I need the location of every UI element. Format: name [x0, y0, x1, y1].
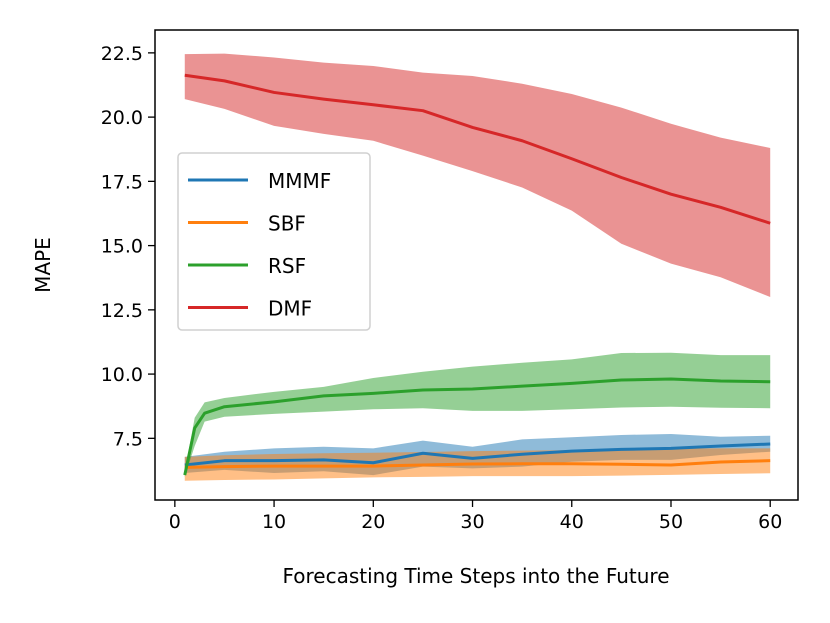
- plot-frame: [154, 29, 799, 501]
- x-tick-label: 40: [560, 511, 584, 533]
- x-tick-label: 0: [169, 511, 181, 533]
- legend-label-rsf: RSF: [268, 254, 306, 278]
- y-axis: 7.5 10.0 12.5 15.0 17.5 20.0 22.5: [101, 43, 155, 450]
- series-lines: [183, 73, 771, 476]
- x-axis-label: Forecasting Time Steps into the Future: [282, 564, 669, 588]
- legend-label-sbf: SBF: [268, 212, 306, 236]
- band-dmf: [184, 53, 771, 297]
- y-tick-label: 10.0: [101, 364, 143, 386]
- line-rsf: [183, 377, 771, 476]
- x-axis: 0 10 20 30 40 50 60: [169, 500, 782, 533]
- y-axis-label: MAPE: [31, 237, 55, 293]
- legend-label-mmmf: MMMF: [268, 169, 331, 193]
- y-tick-label: 22.5: [101, 43, 143, 65]
- x-tick-label: 60: [758, 511, 782, 533]
- line-dmf: [184, 73, 771, 225]
- line-mmmf: [184, 442, 771, 467]
- band-rsf: [184, 352, 771, 477]
- y-tick-label: 7.5: [113, 428, 143, 450]
- legend-label-dmf: DMF: [268, 297, 312, 321]
- legend-box: [177, 152, 371, 331]
- y-tick-label: 20.0: [101, 107, 143, 129]
- y-tick-label: 15.0: [101, 236, 143, 258]
- x-tick-label: 30: [460, 511, 484, 533]
- line-sbf: [184, 459, 771, 469]
- x-tick-label: 10: [262, 511, 286, 533]
- x-tick-label: 20: [361, 511, 385, 533]
- legend: MMMF SBF RSF DMF: [177, 152, 371, 331]
- x-tick-label: 50: [659, 511, 683, 533]
- y-tick-label: 17.5: [101, 171, 143, 193]
- y-tick-label: 12.5: [101, 300, 143, 322]
